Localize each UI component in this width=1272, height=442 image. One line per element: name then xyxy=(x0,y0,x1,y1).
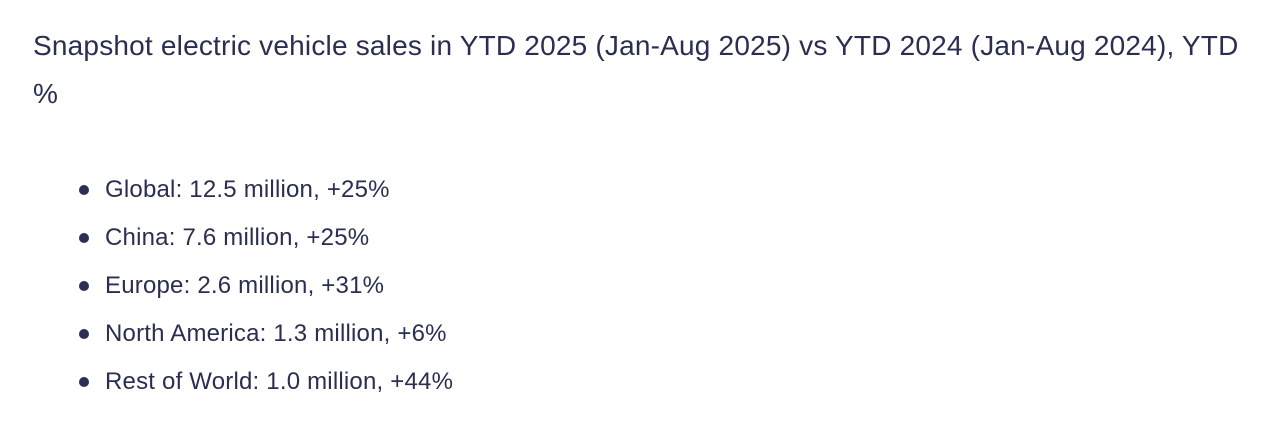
list-item-text: North America: 1.3 million, +6% xyxy=(105,320,447,347)
bullet-icon xyxy=(79,233,89,243)
list-item: Rest of World: 1.0 million, +44% xyxy=(33,358,1244,406)
list-item-text: Rest of World: 1.0 million, +44% xyxy=(105,368,454,395)
page-title: Snapshot electric vehicle sales in YTD 2… xyxy=(33,30,1239,109)
list-item: North America: 1.3 million, +6% xyxy=(33,310,1244,358)
list-item-text: Global: 12.5 million, +25% xyxy=(105,176,390,203)
bullet-icon xyxy=(79,281,89,291)
list-item: China: 7.6 million, +25% xyxy=(33,214,1244,262)
bullet-icon xyxy=(79,329,89,339)
list-item: Global: 12.5 million, +25% xyxy=(33,166,1244,214)
bullet-icon xyxy=(79,377,89,387)
list-item-text: China: 7.6 million, +25% xyxy=(105,224,370,251)
list-item-text: Europe: 2.6 million, +31% xyxy=(105,272,385,299)
list-item: Europe: 2.6 million, +31% xyxy=(33,262,1244,310)
bullet-icon xyxy=(79,185,89,195)
ev-sales-list: Global: 12.5 million, +25% China: 7.6 mi… xyxy=(33,166,1244,406)
